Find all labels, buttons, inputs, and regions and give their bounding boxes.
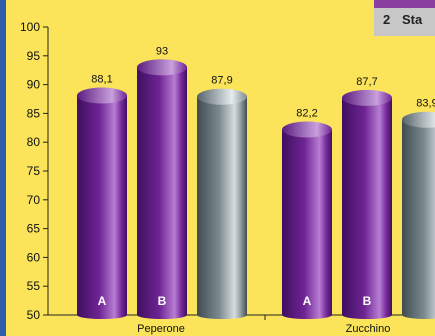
bar-series-label: B [158, 294, 167, 308]
bar-body [402, 119, 435, 316]
bar-value-label: 82,2 [296, 108, 317, 120]
bar-cap [282, 121, 332, 138]
bar-series-label: A [303, 294, 312, 308]
group-label: Zucchino [346, 323, 391, 335]
bar-body [197, 96, 247, 315]
bar [197, 88, 247, 319]
bar-value-label: 88,1 [91, 74, 112, 86]
bar-base [402, 311, 435, 319]
bar-cap [77, 87, 127, 104]
y-tick-label: 70 [27, 193, 41, 207]
bar [282, 121, 332, 319]
bar-cap [342, 89, 392, 106]
y-tick-label: 75 [27, 164, 41, 178]
bar [342, 89, 392, 319]
bar-value-label: 87,7 [356, 76, 377, 88]
y-tick-label: 50 [27, 308, 41, 322]
bar-value-label: 93 [156, 45, 168, 57]
bar [137, 59, 187, 319]
bar-series-label: A [98, 294, 107, 308]
bar-base [197, 311, 247, 319]
y-tick-label: 60 [27, 250, 41, 264]
bar-cap [402, 111, 435, 128]
bar-body [77, 95, 127, 315]
bar-base [282, 311, 332, 319]
bar-body [282, 129, 332, 315]
bar-value-label: 87,9 [211, 75, 232, 87]
y-tick-label: 65 [27, 222, 41, 236]
y-tick-label: 85 [27, 106, 41, 120]
legend-label: Sta [402, 12, 423, 27]
bar-base [77, 311, 127, 319]
bar-body [137, 67, 187, 315]
legend-box: 2 Sta [374, 0, 435, 36]
bar-body [342, 97, 392, 316]
bar-chart: 50 55 60 65 70 75 80 85 90 95 100 88,1 A 93 B 87,9 Pepe… [20, 20, 435, 335]
y-tick-label: 80 [27, 135, 41, 149]
bar-base [137, 311, 187, 319]
y-tick-label: 100 [20, 20, 40, 34]
bar [77, 87, 127, 319]
y-tick-label: 95 [27, 49, 41, 63]
bar-cap [197, 88, 247, 105]
bar-cap [137, 59, 187, 76]
legend-color-bar [374, 0, 435, 8]
bar [402, 111, 435, 319]
group-label: Peperone [137, 323, 185, 335]
bar-base [342, 311, 392, 319]
y-tick-label: 90 [27, 78, 41, 92]
chart-panel: 50 55 60 65 70 75 80 85 90 95 100 88,1 A 93 B 87,9 Pepe… [6, 0, 435, 336]
bar-series-label: B [363, 294, 372, 308]
bar-value-label: 83,9 [416, 98, 435, 110]
legend-number: 2 [383, 12, 391, 27]
y-tick-label: 55 [27, 279, 41, 293]
